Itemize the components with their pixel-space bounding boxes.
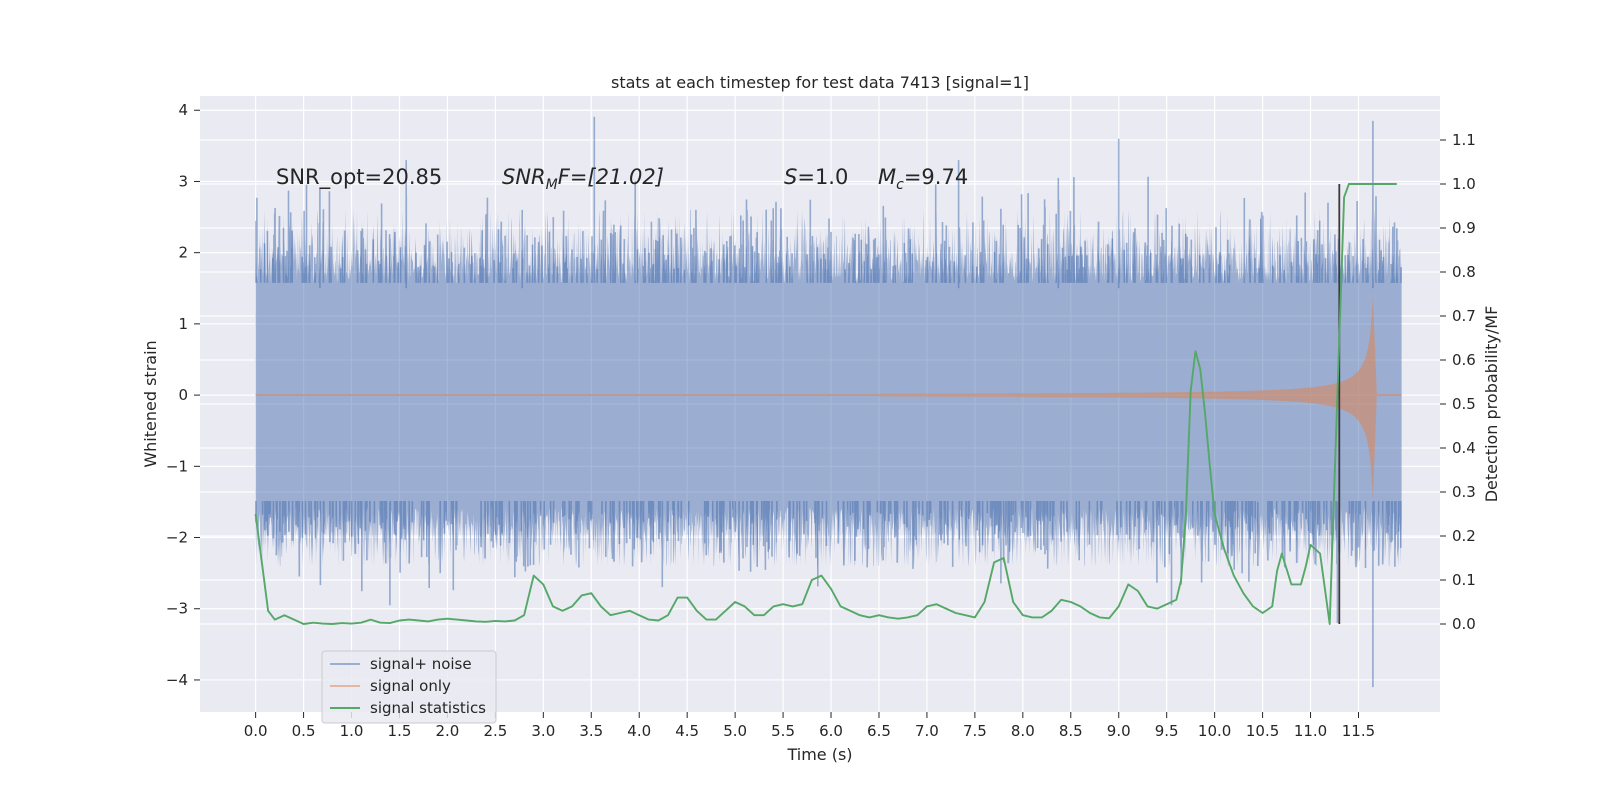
y-right-tick-label-9: 0.2 bbox=[1452, 527, 1476, 545]
y-left-tick-label-7: −3 bbox=[166, 600, 188, 618]
x-tick-label-7: 3.5 bbox=[579, 722, 603, 740]
y-right-tick-label-6: 0.5 bbox=[1452, 395, 1476, 413]
x-tick-label-18: 9.0 bbox=[1107, 722, 1131, 740]
y-left-tick-label-6: −2 bbox=[166, 529, 188, 547]
annotation-snr-opt: SNR_opt=20.85 bbox=[276, 165, 442, 190]
x-tick-label-12: 6.0 bbox=[819, 722, 843, 740]
y-left-tick-label-0: 4 bbox=[178, 101, 188, 119]
x-tick-label-4: 2.0 bbox=[435, 722, 459, 740]
legend-label-signal-statistics: signal statistics bbox=[370, 699, 486, 717]
y-right-tick-label-0: 1.1 bbox=[1452, 131, 1476, 149]
x-tick-label-17: 8.5 bbox=[1059, 722, 1083, 740]
x-tick-label-3: 1.5 bbox=[388, 722, 412, 740]
y-right-tick-label-3: 0.8 bbox=[1452, 263, 1476, 281]
y-right-tick-label-11: 0.0 bbox=[1452, 615, 1476, 633]
annotation-mc: Mc=9.74 bbox=[878, 165, 968, 193]
y-left-tick-label-3: 1 bbox=[178, 315, 188, 333]
legend-label-signal-only: signal only bbox=[370, 677, 451, 695]
x-axis-label: Time (s) bbox=[786, 745, 852, 764]
y-right-tick-label-10: 0.1 bbox=[1452, 571, 1476, 589]
x-axis-ticks: 0.0 0.5 1.0 1.5 2.0 2.5 3.0 3.5 4.0 4.5 5.0 5.5 6.0 6… bbox=[244, 712, 1375, 740]
x-tick-label-14: 7.0 bbox=[915, 722, 939, 740]
signal-only-chirp bbox=[879, 295, 1377, 500]
legend: signal+ noise signal only signal statist… bbox=[321, 650, 497, 724]
x-tick-label-0: 0.0 bbox=[244, 722, 268, 740]
annotations: SNR_opt=20.85 SNRMF=[21.02] S=1.0 Mc=9.7… bbox=[276, 165, 968, 193]
annotation-snr-mf: SNRMF=[21.02] bbox=[502, 165, 664, 193]
y-left-tick-label-5: −1 bbox=[166, 457, 188, 475]
x-tick-label-6: 3.0 bbox=[531, 722, 555, 740]
series-signal-statistics bbox=[254, 183, 1397, 625]
legend-box bbox=[321, 650, 497, 724]
y-left-tick-label-4: 0 bbox=[178, 386, 188, 404]
x-tick-label-15: 7.5 bbox=[963, 722, 987, 740]
legend-label-signal-noise: signal+ noise bbox=[370, 655, 472, 673]
left-y-axis-label: Whitened strain bbox=[141, 340, 160, 467]
left-y-axis-ticks: 4 3 2 1 0 −1 −2 −3 −4 bbox=[166, 101, 200, 689]
y-left-tick-label-1: 3 bbox=[178, 172, 188, 190]
chart-title: stats at each timestep for test data 741… bbox=[611, 73, 1029, 92]
signal-noise-spikes bbox=[255, 116, 1402, 688]
y-right-tick-label-2: 0.9 bbox=[1452, 219, 1476, 237]
series-signal-only bbox=[255, 295, 1402, 500]
y-right-tick-label-1: 1.0 bbox=[1452, 175, 1476, 193]
x-tick-label-13: 6.5 bbox=[867, 722, 891, 740]
x-tick-label-19: 9.5 bbox=[1155, 722, 1179, 740]
annotation-s: S=1.0 bbox=[784, 165, 848, 189]
y-right-tick-label-7: 0.4 bbox=[1452, 439, 1476, 457]
signal-statistics-line bbox=[254, 183, 1397, 625]
x-tick-label-10: 5.0 bbox=[723, 722, 747, 740]
x-tick-label-21: 10.5 bbox=[1246, 722, 1279, 740]
x-tick-label-1: 0.5 bbox=[292, 722, 316, 740]
x-tick-label-20: 10.0 bbox=[1198, 722, 1231, 740]
x-tick-label-22: 11.0 bbox=[1294, 722, 1327, 740]
y-right-tick-label-5: 0.6 bbox=[1452, 351, 1476, 369]
x-tick-label-2: 1.0 bbox=[340, 722, 364, 740]
y-right-tick-label-4: 0.7 bbox=[1452, 307, 1476, 325]
y-left-tick-label-8: −4 bbox=[166, 671, 188, 689]
right-y-axis-ticks: 1.1 1.0 0.9 0.8 0.7 0.6 0.5 0.4 0.3 0.2 0.1 0.0 bbox=[1440, 131, 1476, 633]
x-tick-label-5: 2.5 bbox=[483, 722, 507, 740]
x-tick-label-9: 4.5 bbox=[675, 722, 699, 740]
right-y-axis-label: Detection probability/MF bbox=[1482, 306, 1501, 503]
x-tick-label-16: 8.0 bbox=[1011, 722, 1035, 740]
x-tick-label-8: 4.0 bbox=[627, 722, 651, 740]
y-left-tick-label-2: 2 bbox=[178, 244, 188, 262]
signal-noise-band bbox=[255, 209, 1402, 566]
series-signal-noise bbox=[255, 116, 1402, 688]
x-tick-label-11: 5.5 bbox=[771, 722, 795, 740]
x-tick-label-23: 11.5 bbox=[1342, 722, 1375, 740]
y-right-tick-label-8: 0.3 bbox=[1452, 483, 1476, 501]
